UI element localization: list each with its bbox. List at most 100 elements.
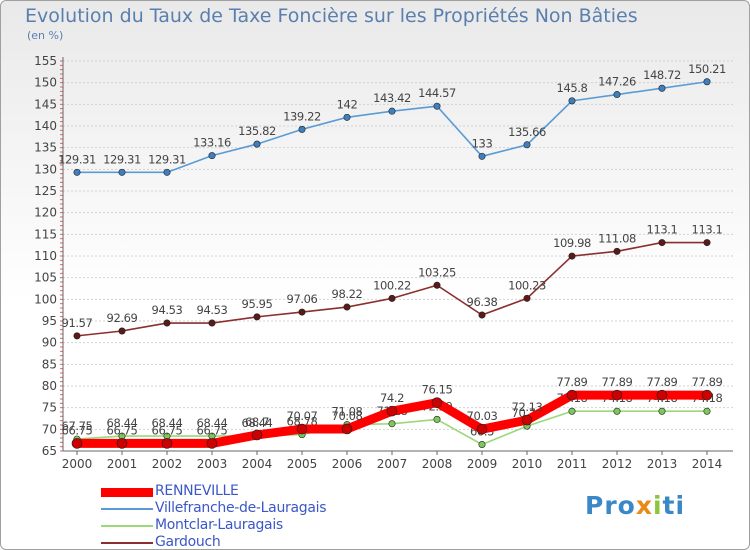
data-point-montclar-lauragais — [703, 407, 711, 415]
data-point-gardouch — [298, 308, 306, 316]
y-tick-label: 120 — [34, 206, 57, 220]
x-tick-label: 2003 — [197, 457, 228, 471]
data-label-gardouch: 100.23 — [508, 278, 546, 292]
data-label-villefranche-de-lauragais: 135.82 — [238, 124, 276, 138]
data-label-renneville: 70.08 — [332, 409, 363, 423]
y-tick-label: 70 — [42, 422, 57, 436]
data-label-villefranche-de-lauragais: 129.31 — [148, 152, 186, 166]
data-label-renneville: 66.75 — [107, 423, 138, 437]
data-label-montclar-lauragais: 68.44 — [197, 416, 228, 430]
data-point-gardouch — [73, 332, 81, 340]
data-label-montclar-lauragais: 68.44 — [107, 416, 138, 430]
data-point-gardouch — [703, 239, 711, 247]
data-label-villefranche-de-lauragais: 129.31 — [103, 152, 141, 166]
data-label-gardouch: 95.95 — [242, 297, 273, 311]
data-point-gardouch — [433, 281, 441, 289]
data-point-montclar-lauragais — [613, 407, 621, 415]
data-label-gardouch: 97.06 — [287, 292, 318, 306]
x-tick-label: 2006 — [332, 457, 363, 471]
data-point-renneville — [566, 389, 578, 401]
data-label-villefranche-de-lauragais: 139.22 — [283, 109, 321, 123]
data-label-gardouch: 91.57 — [62, 316, 93, 330]
data-label-villefranche-de-lauragais: 143.42 — [373, 91, 411, 105]
y-tick-label: 100 — [34, 292, 57, 306]
data-label-gardouch: 94.53 — [152, 303, 183, 317]
y-tick-label: 150 — [34, 76, 57, 90]
y-tick-label: 90 — [42, 336, 57, 350]
data-point-villefranche-de-lauragais — [163, 168, 171, 176]
data-label-renneville: 66.75 — [197, 423, 228, 437]
data-label-renneville: 68.7 — [245, 415, 269, 429]
data-point-villefranche-de-lauragais — [523, 141, 531, 149]
y-tick-label: 95 — [42, 314, 57, 328]
data-point-villefranche-de-lauragais — [478, 152, 486, 160]
data-point-renneville — [161, 438, 173, 449]
data-point-renneville — [521, 414, 533, 426]
data-point-gardouch — [343, 303, 351, 311]
data-label-villefranche-de-lauragais: 133.16 — [193, 136, 231, 150]
data-point-villefranche-de-lauragais — [73, 168, 81, 176]
data-point-renneville — [476, 423, 488, 435]
data-point-gardouch — [388, 294, 396, 302]
data-label-villefranche-de-lauragais: 148.72 — [643, 68, 681, 82]
data-label-montclar-lauragais: 68.44 — [152, 416, 183, 430]
data-label-renneville: 70.07 — [287, 409, 318, 423]
legend-swatch — [101, 525, 153, 527]
y-tick-label: 115 — [34, 227, 57, 241]
legend-label: Montclar-Lauragais — [155, 517, 283, 533]
x-tick-label: 2010 — [512, 457, 543, 471]
data-label-gardouch: 109.98 — [553, 236, 591, 250]
data-label-renneville: 66.75 — [62, 423, 93, 437]
y-tick-label: 130 — [34, 162, 57, 176]
data-point-montclar-lauragais — [388, 420, 396, 428]
legend-label: Villefranche-de-Lauragais — [155, 500, 327, 516]
data-point-gardouch — [478, 311, 486, 319]
data-point-montclar-lauragais — [478, 440, 486, 448]
y-tick-label: 125 — [34, 184, 57, 198]
data-label-villefranche-de-lauragais: 129.31 — [58, 152, 96, 166]
data-label-renneville: 70.03 — [467, 409, 498, 423]
data-label-villefranche-de-lauragais: 144.57 — [418, 86, 456, 100]
data-label-renneville: 77.89 — [647, 375, 678, 389]
data-point-villefranche-de-lauragais — [253, 140, 261, 148]
y-tick-label: 145 — [34, 97, 57, 111]
x-tick-label: 2001 — [107, 457, 138, 471]
data-label-gardouch: 113.1 — [692, 223, 723, 237]
x-tick-label: 2005 — [287, 457, 318, 471]
data-point-renneville — [251, 429, 263, 441]
data-point-montclar-lauragais — [568, 407, 576, 415]
y-tick-label: 155 — [34, 54, 57, 68]
y-tick-label: 110 — [34, 249, 57, 263]
x-tick-label: 2007 — [377, 457, 408, 471]
data-point-renneville — [341, 423, 353, 435]
data-point-gardouch — [208, 319, 216, 327]
data-label-villefranche-de-lauragais: 135.66 — [508, 125, 546, 139]
data-label-gardouch: 103.25 — [418, 265, 456, 279]
data-point-villefranche-de-lauragais — [433, 102, 441, 110]
x-tick-label: 2013 — [647, 457, 678, 471]
data-label-villefranche-de-lauragais: 145.8 — [557, 81, 588, 95]
data-point-renneville — [71, 438, 83, 449]
data-label-renneville: 66.75 — [152, 423, 183, 437]
data-point-villefranche-de-lauragais — [343, 113, 351, 121]
x-tick-label: 2002 — [152, 457, 183, 471]
data-point-gardouch — [568, 252, 576, 260]
data-point-villefranche-de-lauragais — [703, 78, 711, 86]
data-label-renneville: 77.89 — [557, 375, 588, 389]
data-label-villefranche-de-lauragais: 150.21 — [688, 62, 726, 76]
data-point-villefranche-de-lauragais — [118, 168, 126, 176]
data-point-villefranche-de-lauragais — [613, 91, 621, 99]
data-label-gardouch: 92.69 — [107, 311, 138, 325]
data-label-montclar-lauragais: 67.75 — [62, 419, 93, 433]
data-label-gardouch: 96.38 — [467, 295, 498, 309]
data-label-gardouch: 100.22 — [373, 278, 411, 292]
y-tick-label: 85 — [42, 357, 57, 371]
data-point-gardouch — [658, 239, 666, 247]
data-point-villefranche-de-lauragais — [658, 84, 666, 92]
legend-swatch — [101, 487, 153, 497]
x-tick-label: 2014 — [692, 457, 723, 471]
x-tick-label: 2008 — [422, 457, 453, 471]
proxiti-logo: Proxiti — [585, 491, 686, 520]
